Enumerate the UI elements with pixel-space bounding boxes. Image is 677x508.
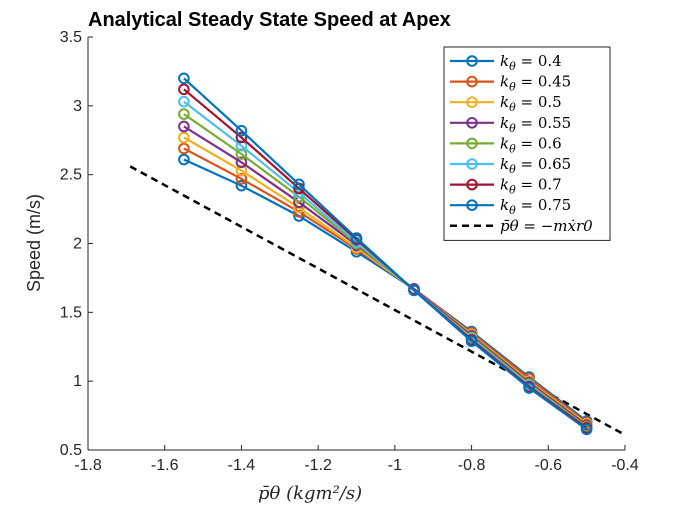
- x-tick-label: -1.4: [228, 457, 256, 474]
- legend-marker: [466, 137, 478, 150]
- data-point: [465, 335, 478, 348]
- legend-item: kθ = 0.5: [450, 93, 562, 114]
- legend-marker: [466, 96, 478, 108]
- y-tick-label: 2.5: [60, 167, 82, 184]
- data-point: [235, 164, 248, 177]
- series-8: [178, 72, 593, 436]
- legend-marker: [466, 75, 478, 88]
- data-point: [178, 142, 190, 155]
- legend-label: kθ = 0.4: [500, 52, 562, 73]
- y-tick-label: 1: [73, 373, 82, 390]
- data-point: [580, 423, 593, 436]
- data-point: [293, 178, 305, 191]
- x-tick-label: -0.4: [611, 457, 639, 474]
- legend-item: kθ = 0.75: [450, 196, 571, 217]
- legend-item: kθ = 0.6: [450, 134, 562, 155]
- legend-label: kθ = 0.7: [500, 176, 562, 197]
- legend-label: kθ = 0.45: [500, 73, 571, 94]
- legend-label: kθ = 0.75: [500, 196, 571, 217]
- data-point: [235, 148, 248, 160]
- x-axis-title-text: p̄θ (kgm²/s): [258, 483, 362, 504]
- data-point: [178, 95, 190, 108]
- legend-item: kθ = 0.55: [450, 114, 571, 135]
- plot-area: [129, 72, 626, 436]
- data-point: [523, 382, 535, 394]
- data-point: [178, 131, 190, 144]
- legend-marker: [466, 178, 478, 191]
- legend-item: kθ = 0.45: [450, 73, 571, 94]
- legend-marker: [466, 55, 478, 67]
- x-tick-label: -1.6: [151, 457, 179, 474]
- y-axis-title: Speed (m/s): [24, 194, 44, 292]
- x-tick-label: -1: [388, 457, 402, 474]
- legend-marker: [466, 117, 478, 129]
- chart-title: Analytical Steady State Speed at Apex: [88, 9, 451, 31]
- x-axis-title: p̄θ (kgm²/s): [258, 483, 362, 504]
- legend-marker: [466, 158, 478, 170]
- x-tick-label: -0.6: [534, 457, 562, 474]
- data-point: [178, 83, 190, 96]
- legend-item-reference: p̄θ = −mẋr0: [450, 217, 593, 235]
- y-tick-label: 0.5: [60, 442, 82, 459]
- legend-item: kθ = 0.65: [450, 155, 571, 176]
- data-point: [235, 179, 248, 192]
- data-point: [178, 108, 190, 120]
- y-tick-label: 2: [73, 236, 82, 253]
- data-point: [235, 124, 248, 137]
- data-point: [178, 72, 190, 85]
- legend-label: kθ = 0.65: [500, 155, 571, 176]
- data-point: [235, 172, 248, 185]
- legend-label: kθ = 0.55: [500, 114, 571, 135]
- y-tick-label: 3: [73, 98, 82, 115]
- data-point: [178, 120, 190, 133]
- data-point: [235, 156, 248, 169]
- data-point: [408, 284, 420, 297]
- data-point: [350, 232, 363, 244]
- x-tick-label: -0.8: [458, 457, 486, 474]
- legend-label: kθ = 0.6: [500, 134, 562, 155]
- x-tick-label: -1.2: [304, 457, 332, 474]
- y-tick-label: 3.5: [60, 29, 82, 46]
- series-line: [183, 77, 588, 431]
- data-point: [235, 131, 248, 144]
- data-point: [235, 139, 248, 152]
- legend-label: kθ = 0.5: [500, 93, 562, 114]
- axes: -1.8 -1.6 -1.4 -1.2 -1 -0.8 -0.6 -0.4 0.5 1 1.5 2 2.…: [60, 29, 639, 474]
- legend-label: p̄θ = −mẋr0: [500, 217, 593, 235]
- data-point: [178, 153, 190, 166]
- legend-marker: [466, 199, 478, 211]
- legend-item: kθ = 0.4: [450, 52, 562, 73]
- legend-item: kθ = 0.7: [450, 176, 562, 197]
- y-tick-label: 1.5: [60, 304, 82, 321]
- x-tick-label: -1.8: [74, 457, 102, 474]
